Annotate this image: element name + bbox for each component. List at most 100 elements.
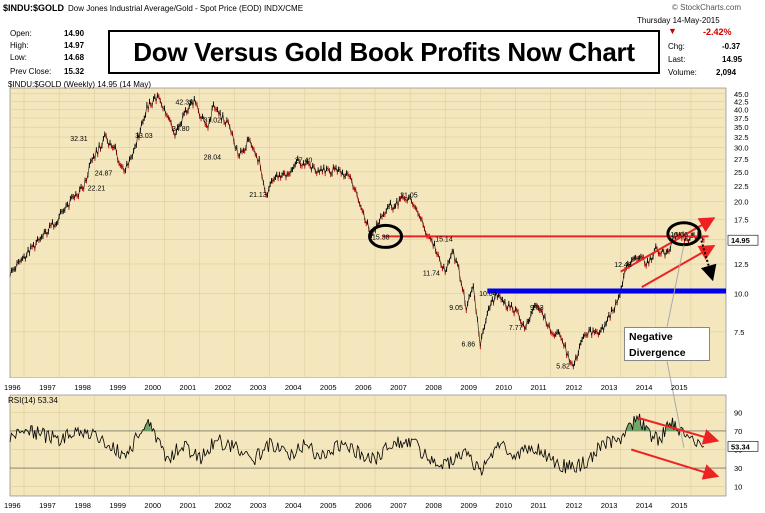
price-data-label: 10.04 [479,291,497,298]
rsi-x-tick-year: 1996 [4,501,21,510]
callout-pointer-top [666,245,685,328]
x-tick-year: 2008 [425,383,442,392]
x-tick-year: 2000 [144,383,161,392]
price-data-label: 42.39 [175,100,193,107]
symbol-label: $INDU:$GOLD [3,3,65,13]
x-tick-year: 1998 [74,383,91,392]
rsi-x-tick-year: 2010 [495,501,512,510]
price-y-tick: 37.5 [734,114,749,123]
rsi-x-tick-year: 2003 [250,501,267,510]
last-value-box [727,234,759,246]
rsi-y-tick: 10 [734,483,742,492]
price-series [9,92,705,476]
prev-close-value: 15.32 [64,67,85,76]
prev-close-label: Prev Close: [10,67,52,76]
price-y-tick: 35.0 [734,123,749,132]
price-data-label: 33.03 [135,133,153,140]
rsi-x-tick-year: 2015 [671,501,688,510]
chart-annotations [368,217,726,480]
price-data-label: 34.80 [172,126,190,133]
price-data-label: 15.66 [670,232,688,239]
x-tick-year: 2009 [460,383,477,392]
rsi-x-tick-year: 2009 [460,501,477,510]
price-legend: $INDU:$GOLD (Weekly) 14.95 (14 May) [8,80,152,89]
description-label: Dow Jones Industrial Average/Gold - Spot… [68,4,304,13]
x-tick-year: 2005 [320,383,337,392]
price-data-label: 27.40 [295,158,313,165]
rsi-last-value-box [727,441,759,452]
rsi-x-tick-year: 2004 [285,501,302,510]
rsi-x-tick-year: 2000 [144,501,161,510]
rsi-x-tick-year: 1999 [109,501,126,510]
x-tick-year: 1999 [109,383,126,392]
price-data-label: 7.77 [509,325,523,332]
price-data-label: 11.74 [423,270,440,277]
rsi-overbought-fill [30,425,33,431]
volume-value: 2,094 [716,68,737,77]
rsi-y-tick: 70 [734,427,742,436]
chart-title: Dow Versus Gold Book Profits Now Chart [108,30,660,74]
x-tick-year: 2011 [531,383,547,392]
rsi-y-tick: 90 [734,408,742,417]
change-percent: -2.42% [703,27,732,37]
chg-label: Chg: [668,42,685,51]
rsi-x-tick-year: 2005 [320,501,337,510]
price-line [9,94,705,368]
x-tick-year: 2013 [601,383,618,392]
rsi-line [9,413,705,476]
rsi-divergence-arrow [637,416,720,445]
rsi-y-tick: 30 [734,464,742,473]
chg-value: -0.37 [722,42,741,51]
price-y-tick: 27.5 [734,155,749,164]
price-y-tick: 42.5 [734,97,749,106]
x-tick-year: 2007 [390,383,407,392]
rsi-x-tick-year: 2012 [566,501,583,510]
price-y-tick: 45.0 [734,90,749,99]
price-y-tick: 40.0 [734,105,749,114]
rsi-divergence-arrow [630,448,720,480]
x-tick-year: 2001 [180,383,197,392]
x-tick-year: 2015 [671,383,688,392]
rsi-legend: RSI(14) 53.34 [8,396,58,405]
price-y-tick: 12.5 [734,260,749,269]
down-arrow-icon: ▼ [668,26,677,36]
volume-label: Volume: [668,68,697,77]
price-data-label: 22.21 [88,186,106,193]
open-label: Open: [10,29,32,38]
low-label: Low: [10,53,27,62]
last-value-label: 14.95 [731,236,750,245]
rsi-x-tick-year: 1997 [39,501,56,510]
price-data-label: 9.05 [449,305,463,312]
rsi-x-tick-year: 1998 [74,501,91,510]
low-value: 14.68 [64,53,85,62]
x-tick-year: 2003 [250,383,267,392]
last-label: Last: [668,55,686,64]
price-panel [9,87,727,379]
price-data-label: 28.04 [204,155,222,162]
date-label: Thursday 14-May-2015 [637,16,720,25]
price-data-label: 21.13 [249,192,267,199]
high-label: High: [10,41,29,50]
negative-divergence-callout: Negative Divergence [624,327,710,361]
price-data-label: 21.05 [400,193,418,200]
price-y-tick: 7.5 [734,328,744,337]
rsi-last-value-label: 53.34 [731,442,751,451]
callout-line-2: Divergence [629,347,686,359]
x-tick-year: 2014 [636,383,653,392]
x-tick-year: 2002 [215,383,232,392]
rsi-x-tick-year: 2001 [180,501,197,510]
x-tick-year: 2006 [355,383,372,392]
x-tick-year: 1997 [39,383,56,392]
price-y-tick: 30.0 [734,144,749,153]
price-data-label: 15.38 [372,234,390,241]
price-y-tick: 20.0 [734,198,749,207]
x-tick-year: 2012 [566,383,583,392]
x-tick-year: 2010 [495,383,512,392]
price-y-tick: 22.5 [734,182,749,191]
price-data-label: 5.82 [556,364,570,371]
price-data-label: 24.87 [95,171,113,178]
stockcharts-watermark: © StockCharts.com [672,3,742,12]
price-y-tick: 32.5 [734,133,749,142]
highlight-ellipse [666,221,702,247]
